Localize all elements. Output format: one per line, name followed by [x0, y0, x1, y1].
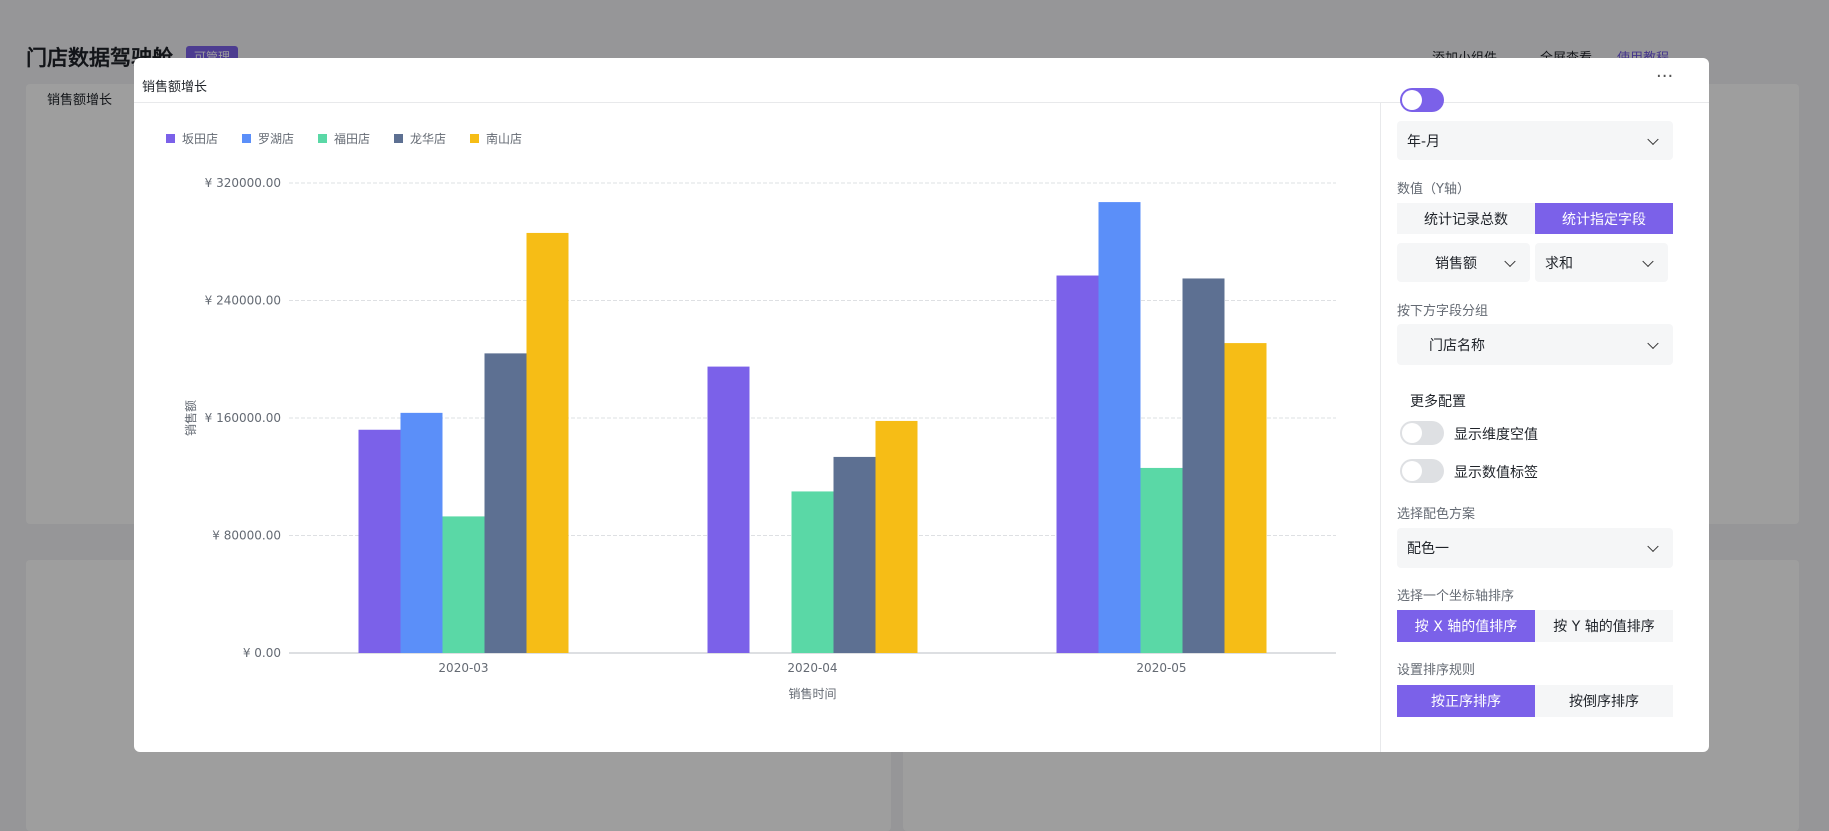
- divider: [1380, 102, 1381, 752]
- more-icon[interactable]: ···: [1656, 66, 1674, 87]
- legend-label: 福田店: [334, 131, 370, 146]
- option[interactable]: 统计记录总数: [1397, 203, 1535, 234]
- dropdown[interactable]: 门店名称: [1397, 324, 1673, 365]
- chart: ¥ 0.00 ¥ 80000.00 ¥ 160000.00 ¥ 240000.00 ¥ …: [166, 131, 1336, 701]
- label: 按下方字段分组: [1397, 304, 1489, 319]
- bar: [1182, 278, 1225, 653]
- bar: [400, 412, 443, 653]
- option[interactable]: 按 X 轴的值排序: [1397, 610, 1535, 642]
- bar: [707, 366, 750, 653]
- x-tick-label: 2020-04: [787, 661, 837, 675]
- y-tick-label: ¥ 80000.00: [212, 529, 281, 543]
- toggle[interactable]: [1400, 88, 1444, 112]
- bar: [484, 353, 527, 653]
- dropdown[interactable]: 配色一: [1397, 528, 1673, 568]
- legend-swatch: [166, 134, 175, 143]
- toggle-label: 显示数值标签: [1454, 465, 1538, 481]
- y-tick-label: ¥ 320000.00: [205, 176, 281, 190]
- legend-swatch: [242, 134, 251, 143]
- option[interactable]: 按倒序排序: [1535, 685, 1673, 717]
- legend-label: 南山店: [486, 131, 522, 146]
- bar: [358, 429, 401, 653]
- x-axis-title: 销售时间: [788, 686, 836, 701]
- y-tick-label: ¥ 0.00: [243, 646, 281, 660]
- bar: [1056, 275, 1099, 653]
- toggle-label: 显示维度空值: [1454, 427, 1538, 443]
- dropdown[interactable]: 年-月: [1397, 121, 1673, 160]
- legend-label: 罗湖店: [258, 131, 294, 146]
- option[interactable]: 统计指定字段: [1535, 203, 1673, 234]
- divider: [134, 102, 1709, 103]
- legend-swatch: [470, 134, 479, 143]
- y-tick-label: ¥ 240000.00: [205, 294, 281, 308]
- bar: [1098, 202, 1141, 653]
- legend-swatch: [318, 134, 327, 143]
- label: 选择配色方案: [1397, 507, 1476, 522]
- modal: 销售额增长 ··· ¥ 0.00 ¥ 80000.00 ¥ 160000.00 ¥ 2…: [134, 58, 1709, 752]
- section[interactable]: 更多配置: [1410, 394, 1466, 410]
- bar: [875, 420, 918, 653]
- modal-title: 销售额增长: [142, 80, 208, 95]
- label: 设置排序规则: [1397, 663, 1476, 678]
- dropdown[interactable]: 求和: [1535, 243, 1668, 282]
- bar: [1224, 343, 1267, 653]
- label: 选择一个坐标轴排序: [1397, 589, 1515, 604]
- y-axis-title: 销售额: [183, 400, 198, 436]
- x-tick-label: 2020-05: [1136, 661, 1186, 675]
- bar: [526, 232, 569, 653]
- x-tick-label: 2020-03: [438, 661, 488, 675]
- bar: [1140, 467, 1183, 653]
- legend-label: 坂田店: [182, 132, 218, 146]
- option[interactable]: 按 Y 轴的值排序: [1535, 610, 1673, 642]
- y-tick-label: ¥ 160000.00: [205, 411, 281, 425]
- bar: [442, 516, 485, 653]
- toggle[interactable]: [1400, 459, 1444, 483]
- legend-swatch: [394, 134, 403, 143]
- dropdown[interactable]: 销售额: [1397, 243, 1530, 282]
- legend-label: 龙华店: [410, 132, 446, 146]
- bar: [791, 491, 834, 653]
- bar: [833, 456, 876, 653]
- toggle[interactable]: [1400, 421, 1444, 445]
- label: 数值（Y轴）: [1397, 182, 1470, 197]
- bg-panel-title: 销售额增长: [47, 93, 113, 108]
- option[interactable]: 按正序排序: [1397, 685, 1535, 717]
